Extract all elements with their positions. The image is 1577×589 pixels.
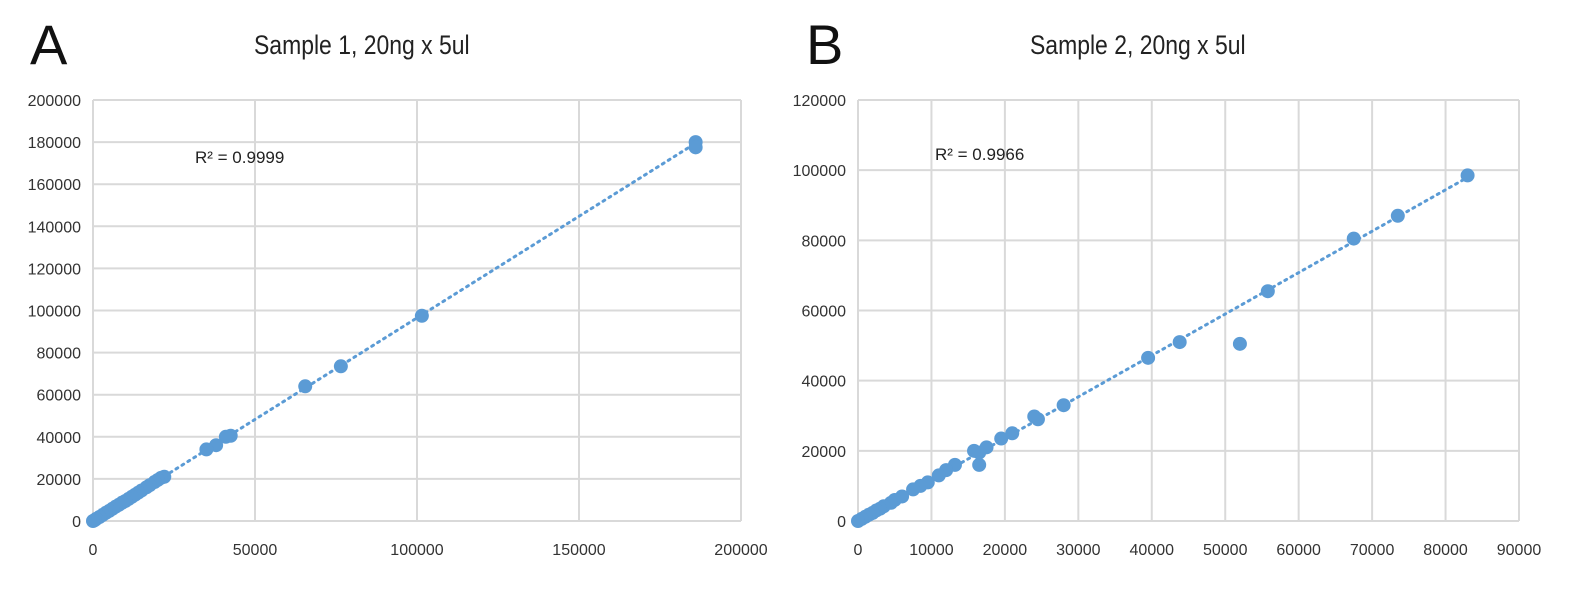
y-tick-label: 40000 — [802, 374, 847, 391]
y-tick-label: 60000 — [37, 388, 82, 405]
x-tick-label: 50000 — [1203, 542, 1248, 559]
y-tick-label: 160000 — [28, 177, 81, 194]
data-point — [1005, 426, 1020, 441]
x-tick-label: 50000 — [233, 542, 278, 559]
x-tick-label: 80000 — [1423, 542, 1468, 559]
data-point — [906, 482, 921, 497]
y-tick-label: 60000 — [802, 304, 847, 321]
chart-title-b: Sample 2, 20ng x 5ul — [1030, 30, 1246, 60]
x-tick-label: 10000 — [909, 542, 954, 559]
data-point — [86, 514, 100, 528]
x-tick-label: 30000 — [1056, 542, 1101, 559]
data-point — [1346, 231, 1361, 246]
chart-title-a: Sample 1, 20ng x 5ul — [254, 30, 470, 60]
r-squared-label: R² = 0.9966 — [935, 145, 1024, 164]
x-tick-label: 60000 — [1276, 542, 1321, 559]
y-tick-label: 100000 — [793, 163, 846, 180]
data-point — [972, 457, 987, 472]
data-point — [1141, 350, 1156, 365]
data-point — [967, 443, 982, 458]
y-tick-label: 0 — [72, 514, 81, 531]
data-point — [218, 429, 233, 444]
y-tick-label: 80000 — [37, 346, 82, 363]
data-point — [199, 442, 214, 457]
data-point — [1056, 398, 1071, 413]
y-tick-label: 20000 — [37, 472, 82, 489]
x-tick-label: 150000 — [552, 542, 605, 559]
x-tick-label: 70000 — [1350, 542, 1395, 559]
y-tick-label: 80000 — [802, 233, 847, 250]
data-point — [851, 514, 865, 528]
data-point — [1232, 336, 1247, 351]
data-point — [1460, 168, 1475, 183]
data-point — [414, 308, 429, 323]
x-tick-label: 90000 — [1497, 542, 1542, 559]
x-tick-label: 200000 — [714, 542, 767, 559]
data-point — [994, 431, 1009, 446]
panel-label-a: A — [30, 13, 68, 76]
y-tick-label: 20000 — [802, 444, 847, 461]
x-tick-label: 40000 — [1130, 542, 1175, 559]
data-point — [298, 379, 313, 394]
x-tick-label: 100000 — [390, 542, 443, 559]
y-tick-label: 120000 — [28, 261, 81, 278]
y-tick-label: 140000 — [28, 219, 81, 236]
panel-label-b: B — [806, 13, 844, 76]
r-squared-label: R² = 0.9999 — [195, 148, 284, 167]
x-tick-label: 0 — [89, 542, 98, 559]
chart-A: 0 20000 40000 60000 80000 100000 120000 140000 1… — [28, 93, 768, 559]
y-tick-label: 100000 — [28, 304, 81, 321]
trendline — [91, 141, 698, 523]
data-point — [1390, 208, 1405, 223]
y-tick-label: 120000 — [793, 93, 846, 110]
trendline — [856, 175, 1470, 523]
data-point — [1260, 284, 1275, 299]
chart-B: 0 20000 40000 60000 80000 100000 120000 0 10000 2… — [793, 93, 1542, 559]
data-point — [931, 468, 946, 483]
data-point — [1027, 409, 1042, 424]
x-tick-label: 20000 — [983, 542, 1028, 559]
data-point — [1172, 335, 1187, 350]
y-tick-label: 0 — [837, 514, 846, 531]
y-tick-label: 180000 — [28, 135, 81, 152]
x-tick-label: 0 — [854, 542, 863, 559]
y-tick-label: 200000 — [28, 93, 81, 110]
data-point — [688, 140, 703, 155]
y-tick-label: 40000 — [37, 430, 82, 447]
data-point — [333, 359, 348, 374]
